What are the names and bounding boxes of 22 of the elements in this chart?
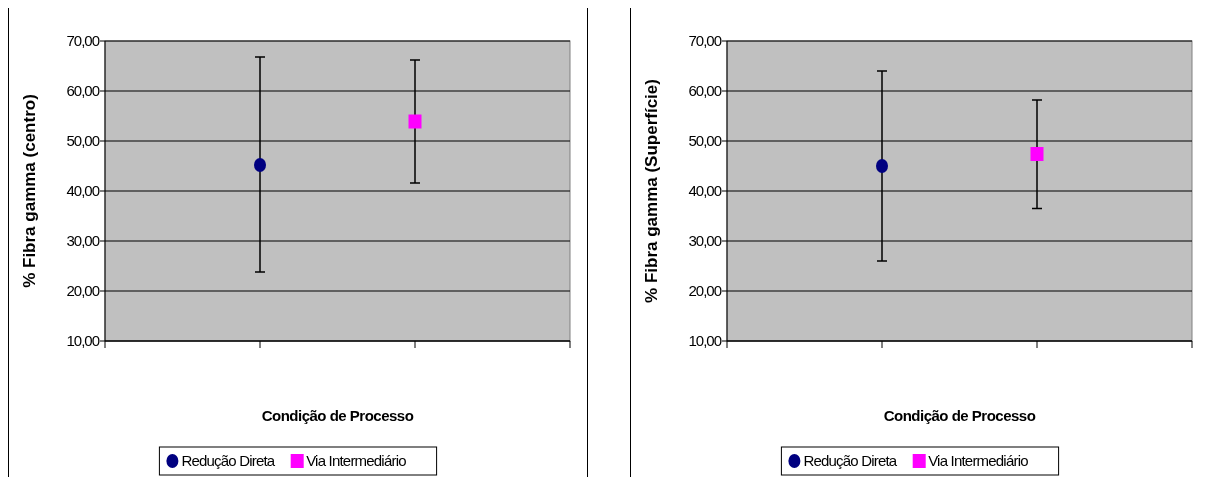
y-axis-title: % Fibra gamma (centro) [20,94,39,288]
y-tick-label: 30,00 [66,232,100,250]
legend-label: Via Intermediário [928,452,1029,470]
y-tick-label: 60,00 [688,82,722,100]
y-tick-label: 70,00 [66,32,100,50]
legend-label: Redução Direta [803,452,898,470]
y-tick-label: 60,00 [66,82,100,100]
y-tick-label: 50,00 [688,132,722,150]
legend-label: Redução Direta [181,452,276,470]
y-tick-label: 20,00 [688,282,722,300]
y-tick-label: 10,00 [66,332,100,350]
y-tick-label: 20,00 [66,282,100,300]
x-axis-title: Condição de Processo [261,407,414,424]
y-tick-label: 30,00 [688,232,722,250]
y-tick-label: 50,00 [66,132,100,150]
x-axis-title: Condição de Processo [883,407,1036,424]
y-tick-label: 40,00 [66,182,100,200]
y-tick-label: 70,00 [688,32,722,50]
y-tick-label: 40,00 [688,182,722,200]
y-tick-label: 10,00 [688,332,722,350]
legend-label: Via Intermediário [306,452,407,470]
y-axis-title: % Fibra gamma (Superfície) [642,79,661,303]
